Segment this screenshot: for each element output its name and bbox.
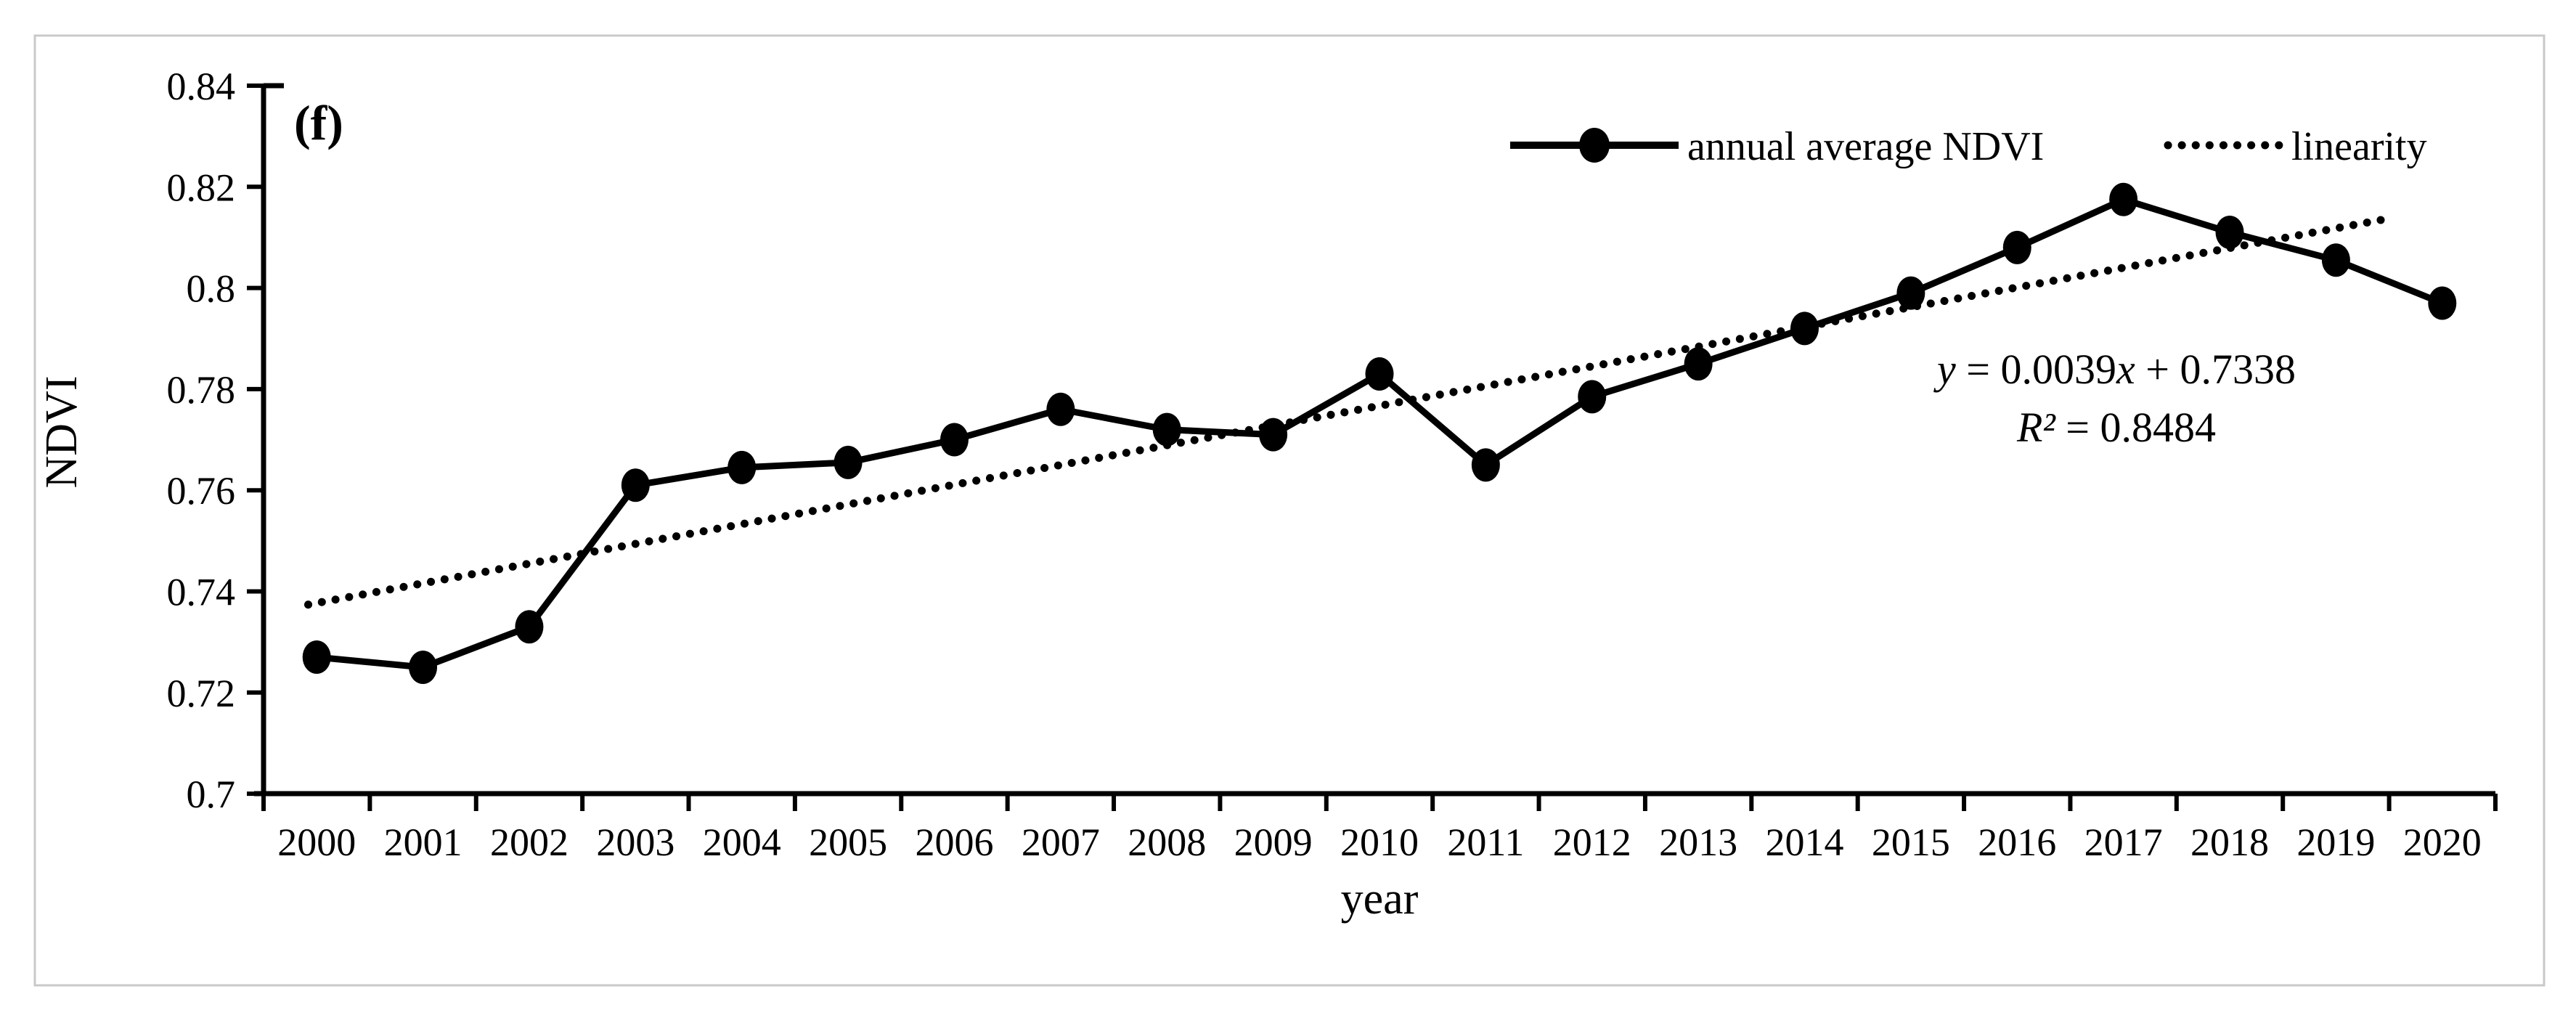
y-tick-label-0.72: 0.72 [167, 672, 236, 715]
data-point-2007 [1046, 392, 1075, 426]
x-tick-label-2017: 2017 [2084, 820, 2163, 864]
legend-label-linearity: linearity [2291, 124, 2427, 169]
y-tick-label-0.78: 0.78 [167, 368, 236, 412]
x-tick-label-2004: 2004 [703, 820, 781, 864]
r-squared-symbol: R² [2016, 404, 2056, 451]
x-tick-label-2018: 2018 [2190, 820, 2269, 864]
x-tick-label-2012: 2012 [1553, 820, 1631, 864]
x-tick-label-2006: 2006 [915, 820, 993, 864]
x-axis-title: year [1341, 874, 1419, 924]
x-tick-label-2009: 2009 [1234, 820, 1313, 864]
y-tick-label-0.82: 0.82 [167, 166, 236, 209]
data-point-2002 [515, 610, 544, 644]
equation-slope: = 0.0039 [1956, 346, 2116, 393]
data-point-2013 [1684, 347, 1713, 381]
x-tick-label-2005: 2005 [809, 820, 887, 864]
x-tick-label-2001: 2001 [384, 820, 462, 864]
legend-item-linearity: linearity [2164, 124, 2427, 169]
x-tick-label-2008: 2008 [1128, 820, 1206, 864]
y-tick-label-0.8: 0.8 [187, 267, 236, 311]
x-tick-label-2000: 2000 [277, 820, 356, 864]
x-tick-label-2010: 2010 [1340, 820, 1419, 864]
equation-y-symbol: y [1933, 346, 1956, 393]
data-point-2001 [409, 650, 438, 684]
data-point-2014 [1790, 311, 1819, 346]
data-point-2010 [1365, 357, 1394, 391]
x-tick-label-2014: 2014 [1766, 820, 1844, 864]
x-tick-label-2015: 2015 [1872, 820, 1950, 864]
y-tick-label-0.74: 0.74 [167, 571, 236, 614]
data-point-2009 [1259, 418, 1288, 452]
data-point-2018 [2215, 215, 2244, 249]
y-axis-title: NDVI [37, 376, 86, 489]
x-tick-label-2002: 2002 [490, 820, 568, 864]
legend-circle-marker-icon [1579, 128, 1610, 163]
equation-intercept: + 0.7338 [2135, 346, 2296, 393]
legend: annual average NDVI linearity [1510, 124, 2427, 169]
data-point-2020 [2428, 286, 2457, 320]
y-tick-label-0.7: 0.7 [187, 773, 236, 816]
x-tick-label-2003: 2003 [596, 820, 674, 864]
data-point-2015 [1896, 276, 1925, 310]
x-tick-label-2020: 2020 [2403, 820, 2482, 864]
y-tick-label-0.76: 0.76 [167, 469, 236, 513]
data-point-2005 [833, 445, 863, 479]
data-point-2004 [727, 450, 757, 484]
x-tick-label-2011: 2011 [1447, 820, 1524, 864]
trend-line [303, 214, 2394, 609]
data-point-2011 [1471, 448, 1500, 482]
data-point-2006 [939, 423, 969, 457]
x-tick-label-2016: 2016 [1978, 820, 2056, 864]
r-squared-label: R² = 0.8484 [2016, 404, 2216, 451]
x-tick-label-2013: 2013 [1659, 820, 1737, 864]
plot-area: 0.84 0.82 0.8 0.78 0.76 0.74 0.72 0.7 2000 2001 20… [167, 65, 2498, 864]
legend-item-annual-average-ndvi: annual average NDVI [1510, 124, 2044, 169]
data-point-2019 [2321, 243, 2350, 277]
trendline-equation: y = 0.0039x + 0.7338 [1933, 346, 2296, 393]
data-point-2008 [1152, 412, 1181, 447]
x-tick-label-2007: 2007 [1022, 820, 1100, 864]
y-tick-label-0.84: 0.84 [167, 65, 236, 108]
panel-label: (f) [294, 95, 343, 150]
equation-x-symbol: x [2116, 346, 2135, 393]
x-tick-label-2019: 2019 [2296, 820, 2375, 864]
data-point-2000 [302, 640, 331, 675]
data-point-2016 [2002, 230, 2031, 264]
data-point-2003 [621, 468, 650, 502]
trendline-annotation: y = 0.0039x + 0.7338 R² = 0.8484 [1933, 346, 2296, 451]
r-squared-value: = 0.8484 [2055, 404, 2216, 451]
legend-label-annual-average-ndvi: annual average NDVI [1687, 124, 2044, 169]
data-point-2017 [2109, 182, 2138, 216]
data-point-2012 [1578, 380, 1607, 414]
